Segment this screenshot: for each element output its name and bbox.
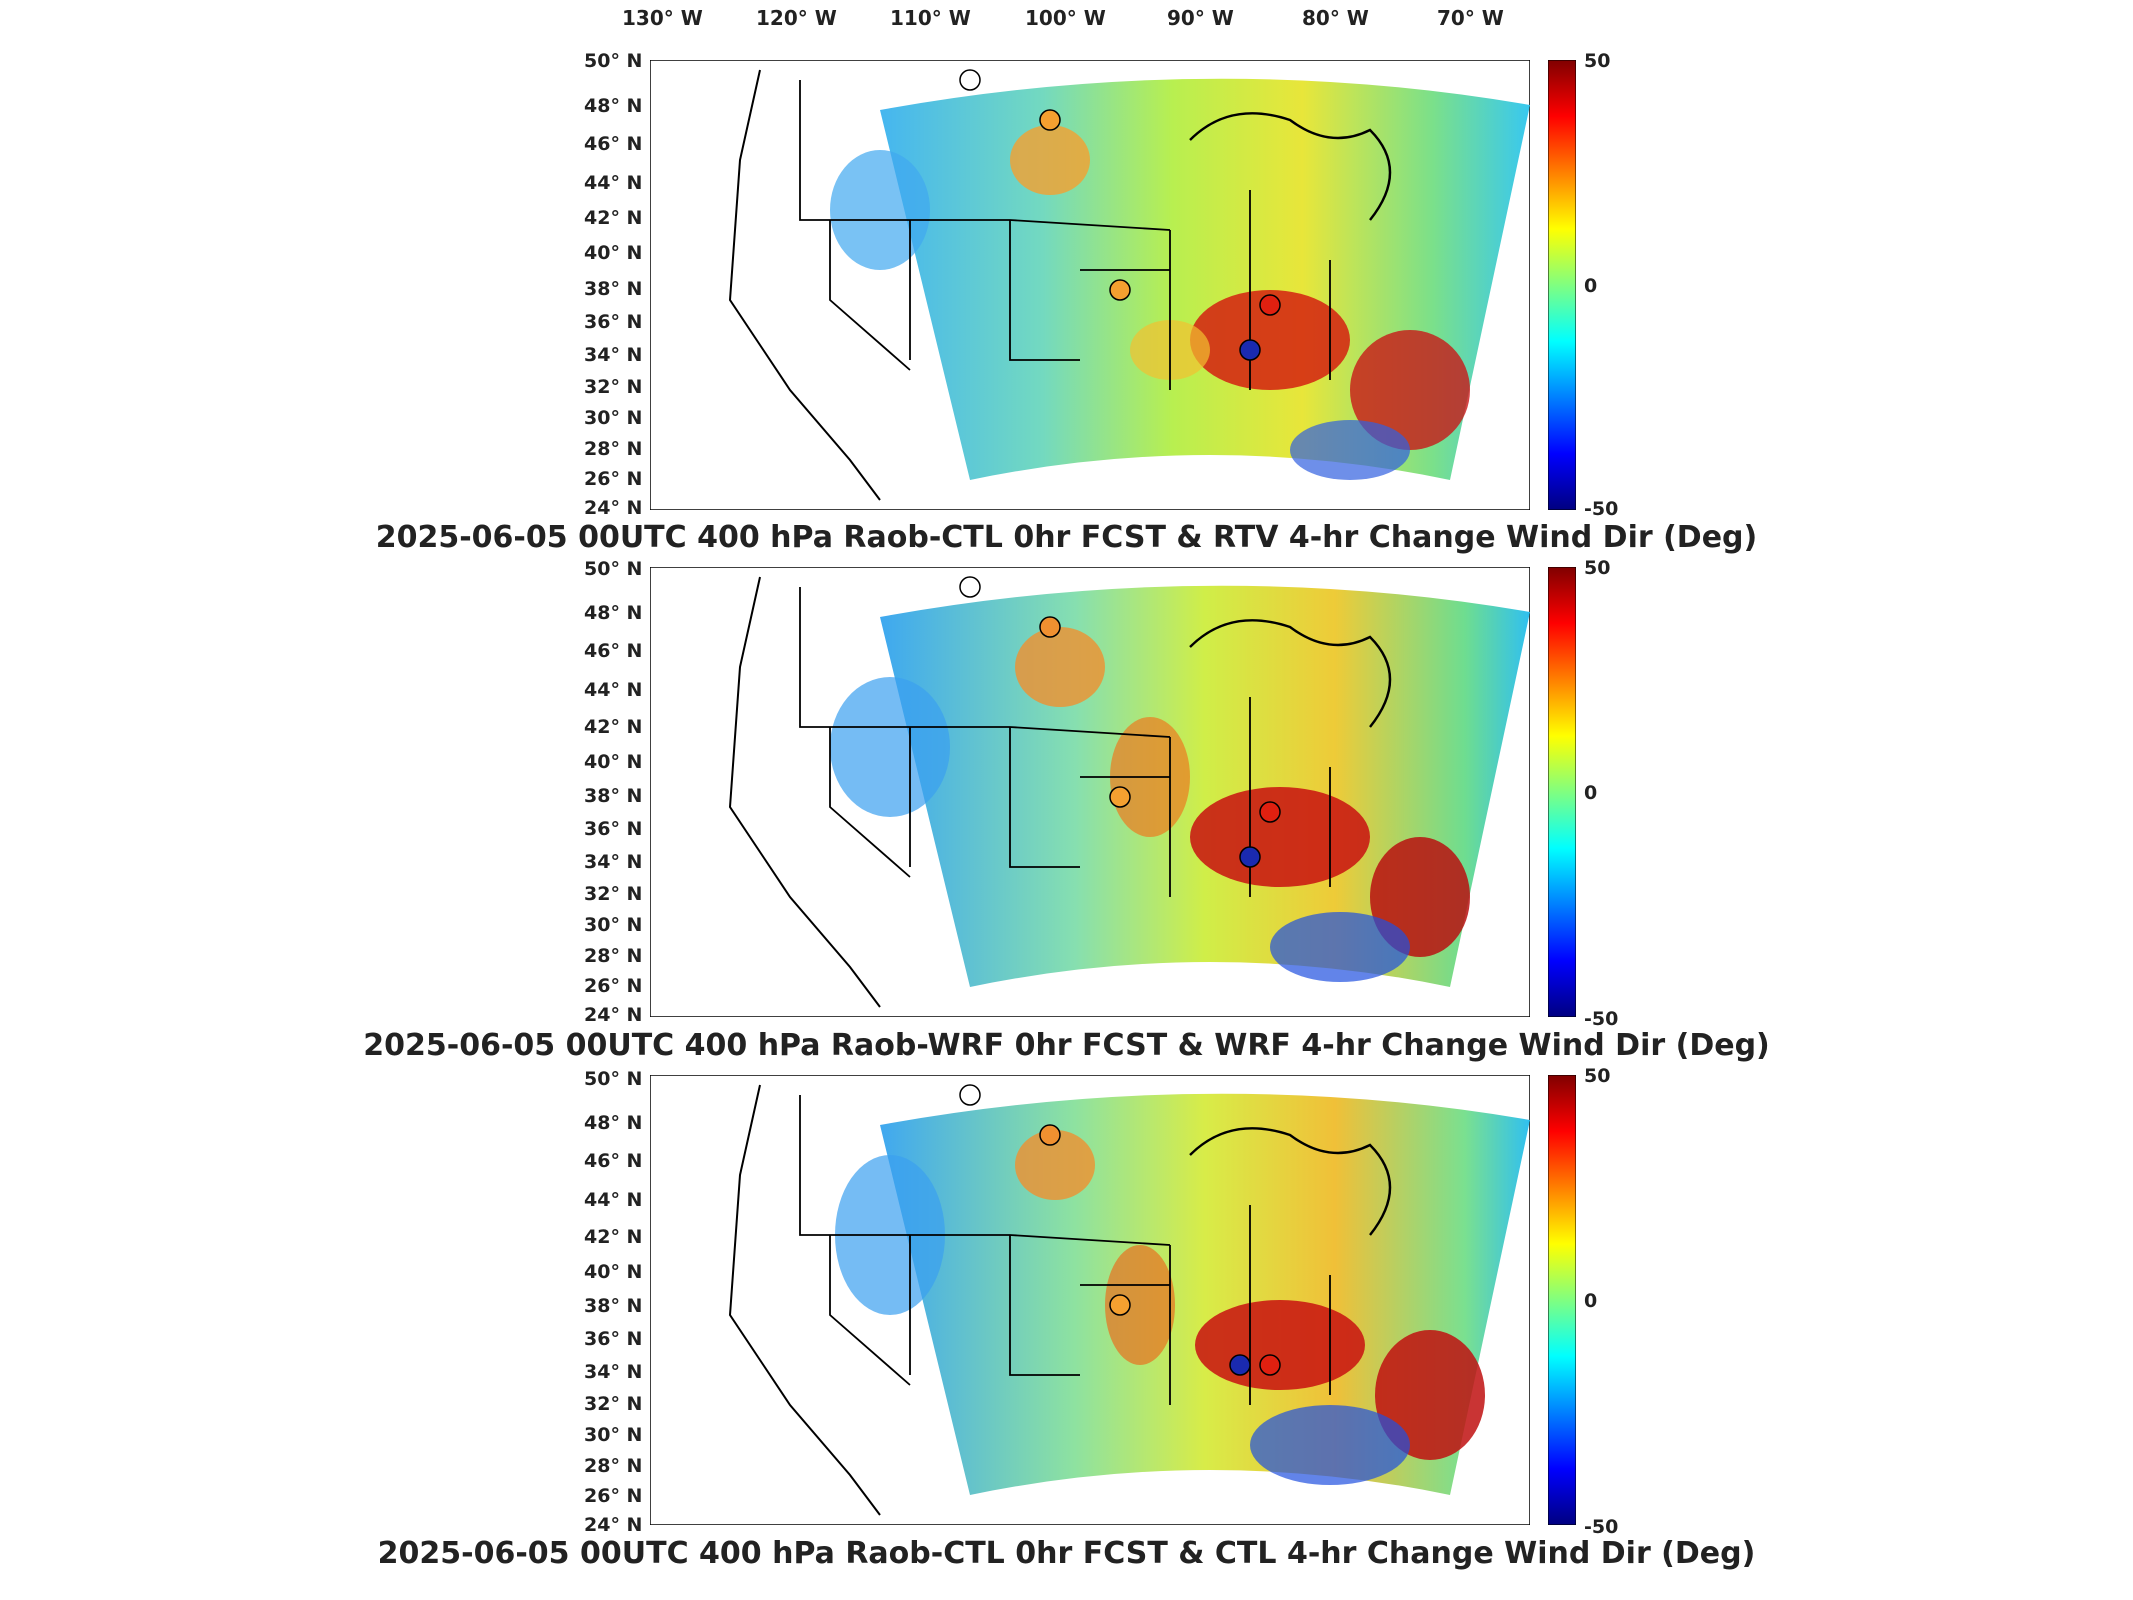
map-plot-2	[650, 567, 1530, 1017]
lat-label: 32° N	[584, 1393, 643, 1415]
panel-title: 2025-06-05 00UTC 400 hPa Raob-WRF 0hr FC…	[363, 1028, 1770, 1063]
lat-label: 40° N	[584, 242, 643, 264]
lon-label: 80° W	[1302, 6, 1369, 30]
lat-label: 42° N	[584, 207, 643, 229]
panel-title: 2025-06-05 00UTC 400 hPa Raob-CTL 0hr FC…	[375, 520, 1758, 555]
lat-label: 50° N	[584, 558, 643, 580]
lon-label: 130° W	[622, 6, 703, 30]
lat-label: 50° N	[584, 1068, 643, 1090]
lat-label: 28° N	[584, 1455, 643, 1477]
lat-label: 28° N	[584, 945, 643, 967]
lat-label: 38° N	[584, 278, 643, 300]
colorbar-max-label: 50	[1584, 557, 1611, 579]
lat-label: 46° N	[584, 640, 643, 662]
lat-label: 48° N	[584, 95, 643, 117]
lat-label: 42° N	[584, 1226, 643, 1248]
lat-label: 40° N	[584, 1261, 643, 1283]
lat-label: 26° N	[584, 975, 643, 997]
lon-label: 100° W	[1025, 6, 1106, 30]
lat-label: 40° N	[584, 751, 643, 773]
lat-label: 34° N	[584, 344, 643, 366]
colorbar-2	[1548, 567, 1576, 1017]
longitude-labels: 130° W 120° W 110° W 100° W 90° W 80° W …	[0, 0, 2133, 40]
lat-label: 28° N	[584, 438, 643, 460]
lon-label: 70° W	[1437, 6, 1504, 30]
lat-label: 30° N	[584, 1424, 643, 1446]
lat-label: 26° N	[584, 1485, 643, 1507]
lat-label: 36° N	[584, 311, 643, 333]
lat-label: 44° N	[584, 679, 643, 701]
colorbar-min-label: -50	[1584, 1008, 1619, 1030]
lat-label: 24° N	[584, 1004, 643, 1026]
lat-label: 44° N	[584, 172, 643, 194]
lat-label: 48° N	[584, 1112, 643, 1134]
lat-label: 34° N	[584, 851, 643, 873]
colorbar-max-label: 50	[1584, 50, 1611, 72]
map-plot-1	[650, 60, 1530, 510]
colorbar-mid-label: 0	[1584, 275, 1598, 297]
lat-label: 46° N	[584, 1150, 643, 1172]
lat-label: 24° N	[584, 1514, 643, 1536]
colorbar-min-label: -50	[1584, 1516, 1619, 1538]
colorbar-min-label: -50	[1584, 498, 1619, 520]
lat-label: 30° N	[584, 407, 643, 429]
lat-label: 24° N	[584, 497, 643, 519]
colorbar-max-label: 50	[1584, 1065, 1611, 1087]
panel-title: 2025-06-05 00UTC 400 hPa Raob-CTL 0hr FC…	[377, 1536, 1756, 1571]
lat-label: 36° N	[584, 818, 643, 840]
lat-label: 44° N	[584, 1189, 643, 1211]
lat-label: 26° N	[584, 468, 643, 490]
colorbar-3	[1548, 1075, 1576, 1525]
lat-label: 32° N	[584, 883, 643, 905]
lon-label: 120° W	[756, 6, 837, 30]
lat-label: 46° N	[584, 133, 643, 155]
lat-label: 30° N	[584, 914, 643, 936]
lon-label: 90° W	[1167, 6, 1234, 30]
lon-label: 110° W	[890, 6, 971, 30]
map-plot-3	[650, 1075, 1530, 1525]
lat-label: 36° N	[584, 1328, 643, 1350]
lat-label: 38° N	[584, 785, 643, 807]
lat-label: 38° N	[584, 1295, 643, 1317]
colorbar-mid-label: 0	[1584, 1290, 1598, 1312]
lat-label: 50° N	[584, 50, 643, 72]
lat-label: 48° N	[584, 602, 643, 624]
colorbar-1	[1548, 60, 1576, 510]
colorbar-mid-label: 0	[1584, 782, 1598, 804]
lat-label: 42° N	[584, 716, 643, 738]
lat-label: 32° N	[584, 376, 643, 398]
lat-label: 34° N	[584, 1361, 643, 1383]
